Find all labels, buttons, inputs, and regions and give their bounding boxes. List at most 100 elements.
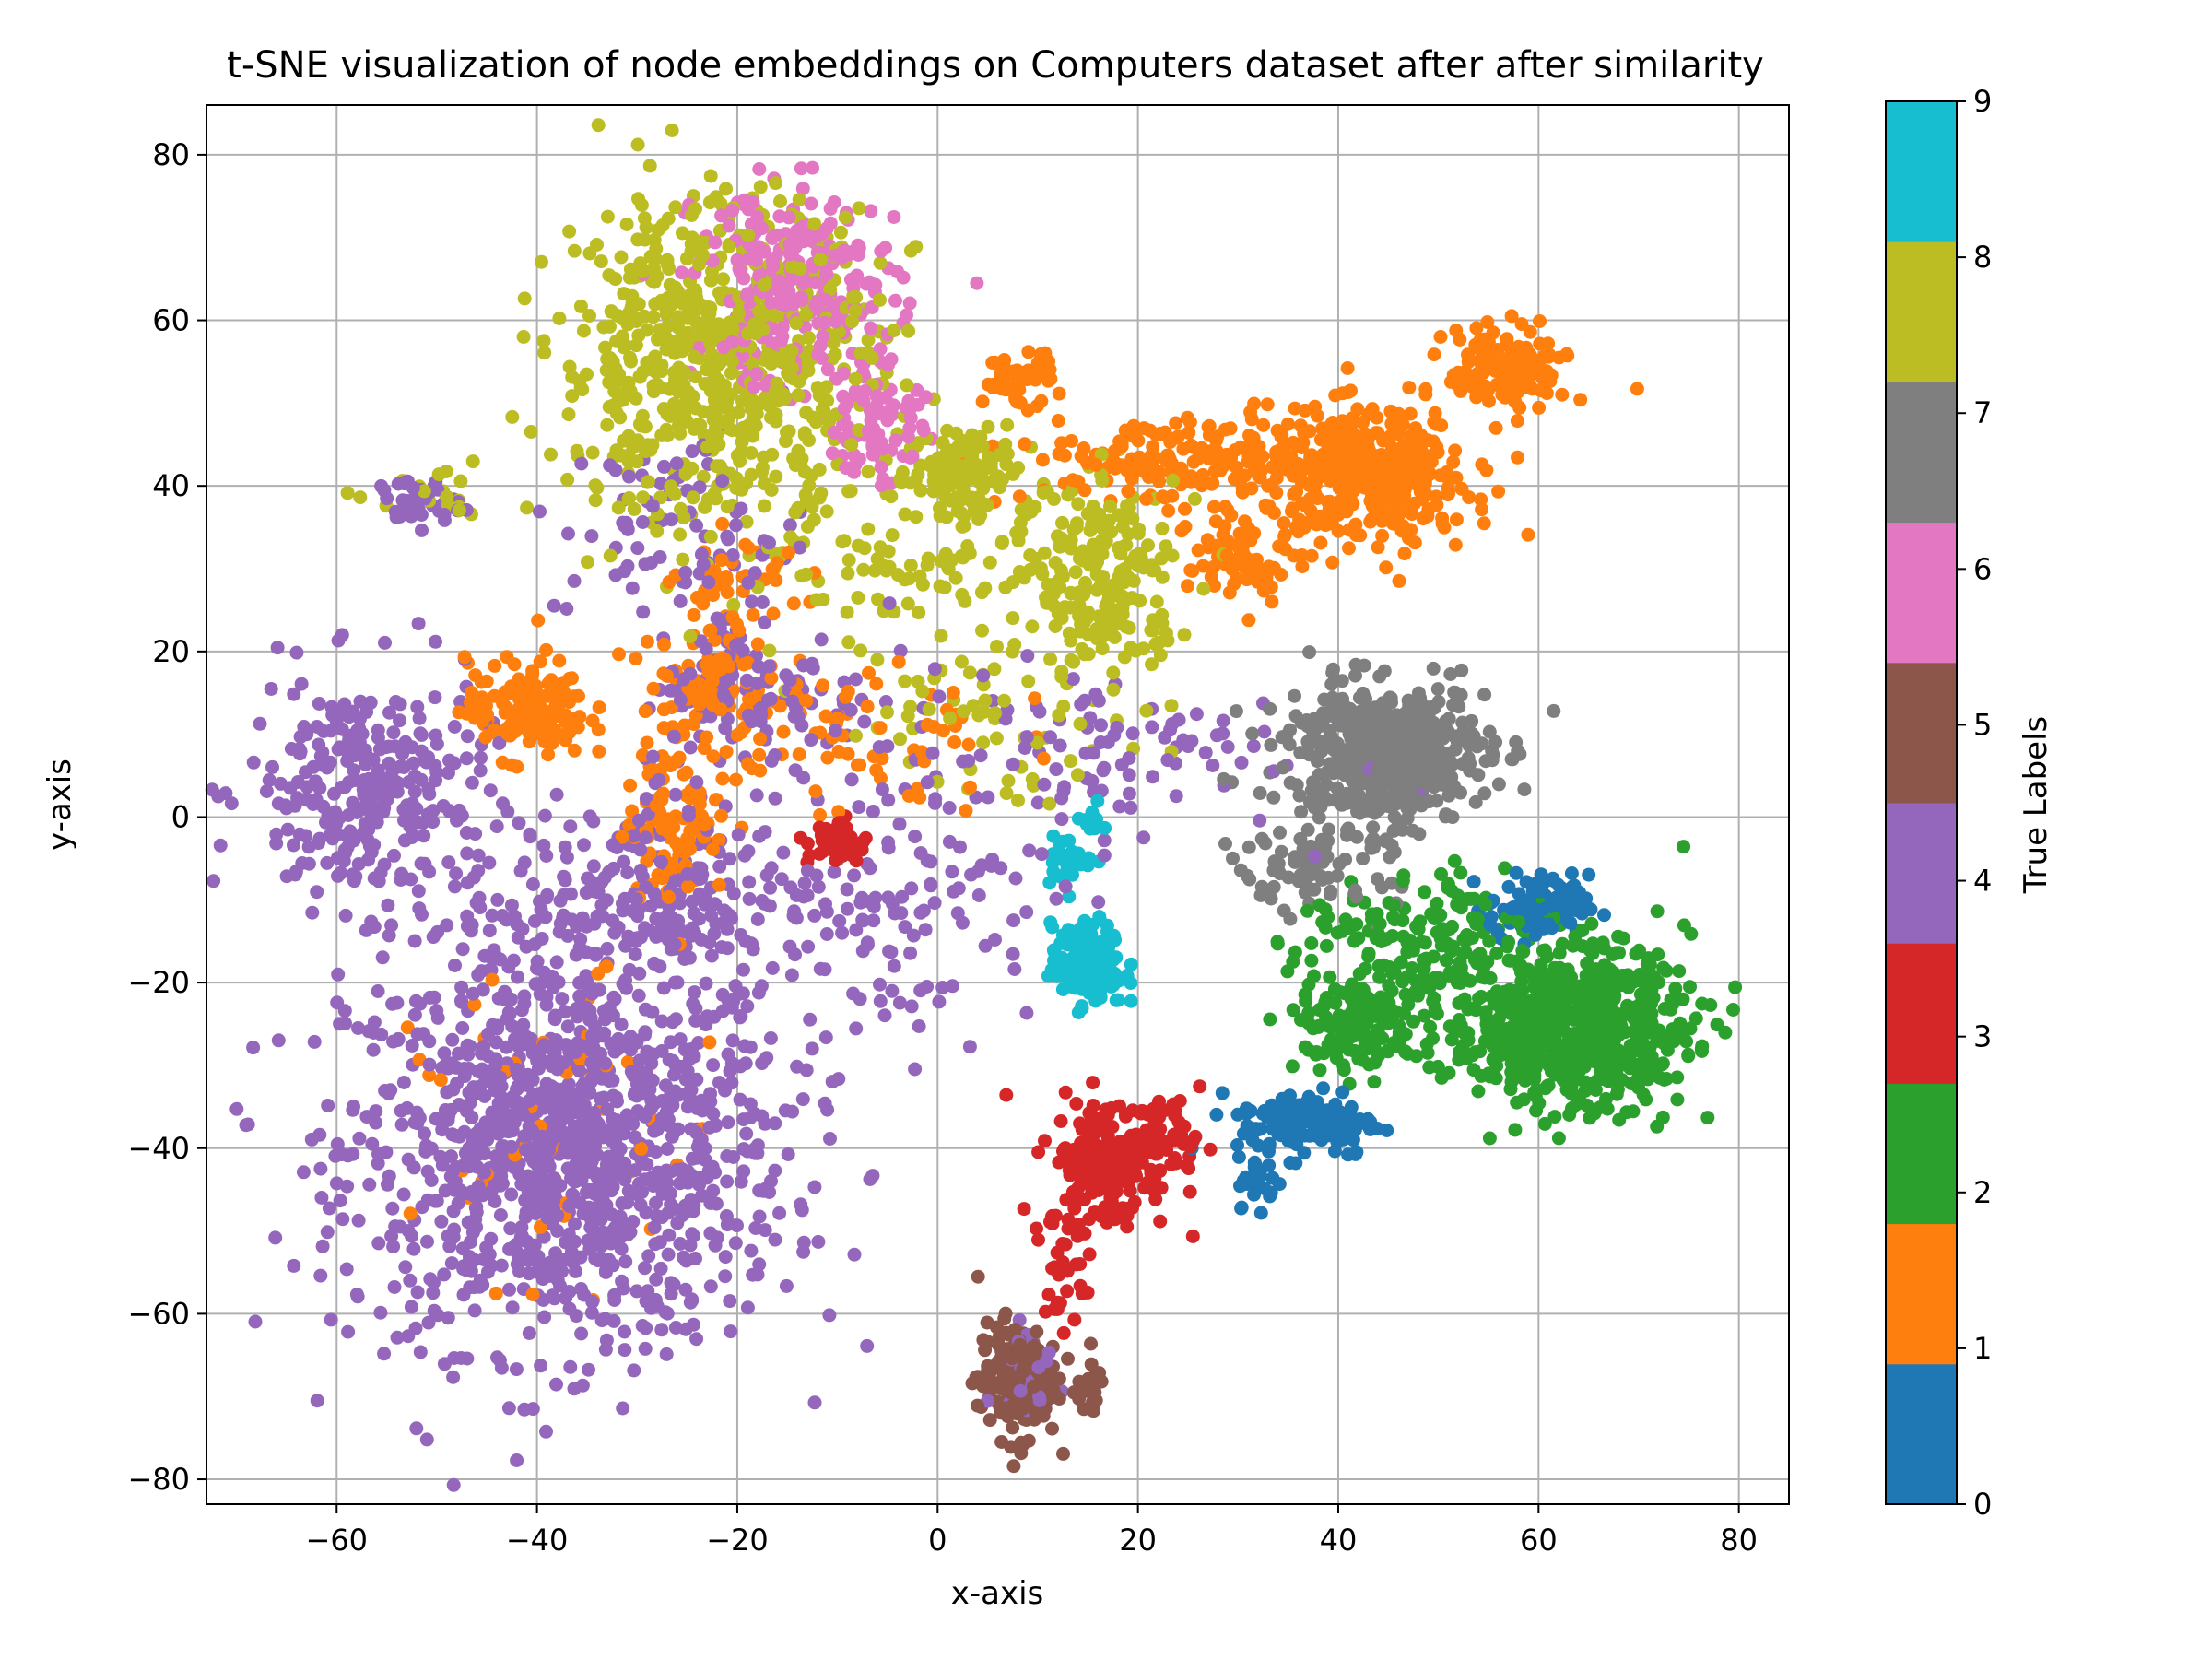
scatter-point [482,855,497,870]
scatter-point [663,1186,677,1201]
scatter-point [776,845,791,860]
scatter-point [606,990,621,1005]
scatter-point [1473,1044,1488,1059]
scatter-point [792,193,806,207]
scatter-point [904,881,919,896]
scatter-point [1008,871,1023,886]
scatter-point [662,1228,677,1242]
scatter-point [403,1273,418,1288]
scatter-point [330,995,345,1010]
scatter-point [434,1214,449,1229]
scatter-point [694,634,709,649]
scatter-point [1082,1212,1097,1227]
scatter-point [1042,796,1057,811]
scatter-point [1517,782,1532,797]
scatter-point [573,299,588,313]
scatter-point [958,594,972,608]
scatter-point [322,1201,336,1216]
scatter-point [452,1046,465,1061]
scatter-point [786,596,801,611]
scatter-point [600,209,615,224]
scatter-point [510,759,524,774]
scatter-point [932,689,947,704]
scatter-point [1124,994,1138,1008]
scatter-point [420,1164,435,1179]
scatter-point [994,861,1008,876]
scatter-point [559,602,574,616]
scatter-point [728,979,743,994]
scatter-point [351,1213,366,1228]
scatter-point [1683,1021,1698,1036]
scatter-point [1371,540,1385,555]
scatter-point [447,879,462,894]
scatter-point [1145,720,1159,735]
scatter-point [1688,1011,1703,1026]
scatter-point [849,923,864,937]
scatter-point [719,570,734,583]
scatter-point [873,255,888,270]
scatter-point [360,832,375,847]
scatter-point [522,1326,536,1340]
scatter-point [734,501,748,516]
scatter-point [811,1234,826,1249]
scatter-point [1164,699,1179,713]
scatter-point [1109,950,1124,965]
scatter-point [350,1289,365,1304]
scatter-point [1125,512,1140,526]
scatter-point [640,323,654,337]
scatter-point [1120,1219,1135,1234]
scatter-point [1511,450,1524,465]
scatter-point [757,477,771,491]
scatter-point [753,763,768,778]
scatter-point [299,765,312,780]
scatter-point [702,195,717,210]
scatter-point [1611,929,1626,944]
scatter-point [421,1315,436,1330]
scatter-point [860,1338,875,1353]
scatter-point [779,227,793,241]
scatter-point [666,729,681,744]
scatter-point [861,333,876,347]
scatter-point [539,990,554,1005]
scatter-point [659,1347,674,1361]
scatter-point [622,491,637,505]
scatter-point [1018,437,1032,452]
scatter-point [942,801,957,815]
scatter-point [999,457,1014,472]
scatter-point [394,1117,409,1132]
scatter-point [1312,1063,1327,1077]
scatter-point [620,865,635,880]
scatter-point [1194,478,1209,493]
scatter-point [664,1197,678,1212]
scatter-point [851,591,865,605]
scatter-point [1461,750,1476,765]
scatter-point [893,643,908,658]
scatter-point [963,780,977,794]
scatter-point [473,763,488,778]
scatter-point [1111,993,1125,1007]
scatter-point [1423,1019,1438,1034]
scatter-point [459,751,474,766]
scatter-point [655,871,670,886]
scatter-point [516,330,531,344]
scatter-point [746,195,760,210]
scatter-point [908,830,923,844]
scatter-point [567,743,582,758]
scatter-point [1093,1374,1108,1389]
scatter-point [800,519,815,534]
scatter-point [1610,1082,1625,1097]
scatter-point [946,686,960,700]
scatter-point [646,384,661,399]
scatter-point [682,950,697,965]
scatter-point [341,1324,356,1339]
scatter-point [640,634,654,649]
scatter-point [636,490,651,505]
scatter-point [1418,885,1432,900]
scatter-point [976,735,991,750]
scatter-point [902,296,917,311]
scatter-point [853,992,867,1006]
scatter-point [387,1280,402,1294]
scatter-point [483,783,498,798]
scatter-point [340,486,355,500]
scatter-point [1050,529,1065,544]
